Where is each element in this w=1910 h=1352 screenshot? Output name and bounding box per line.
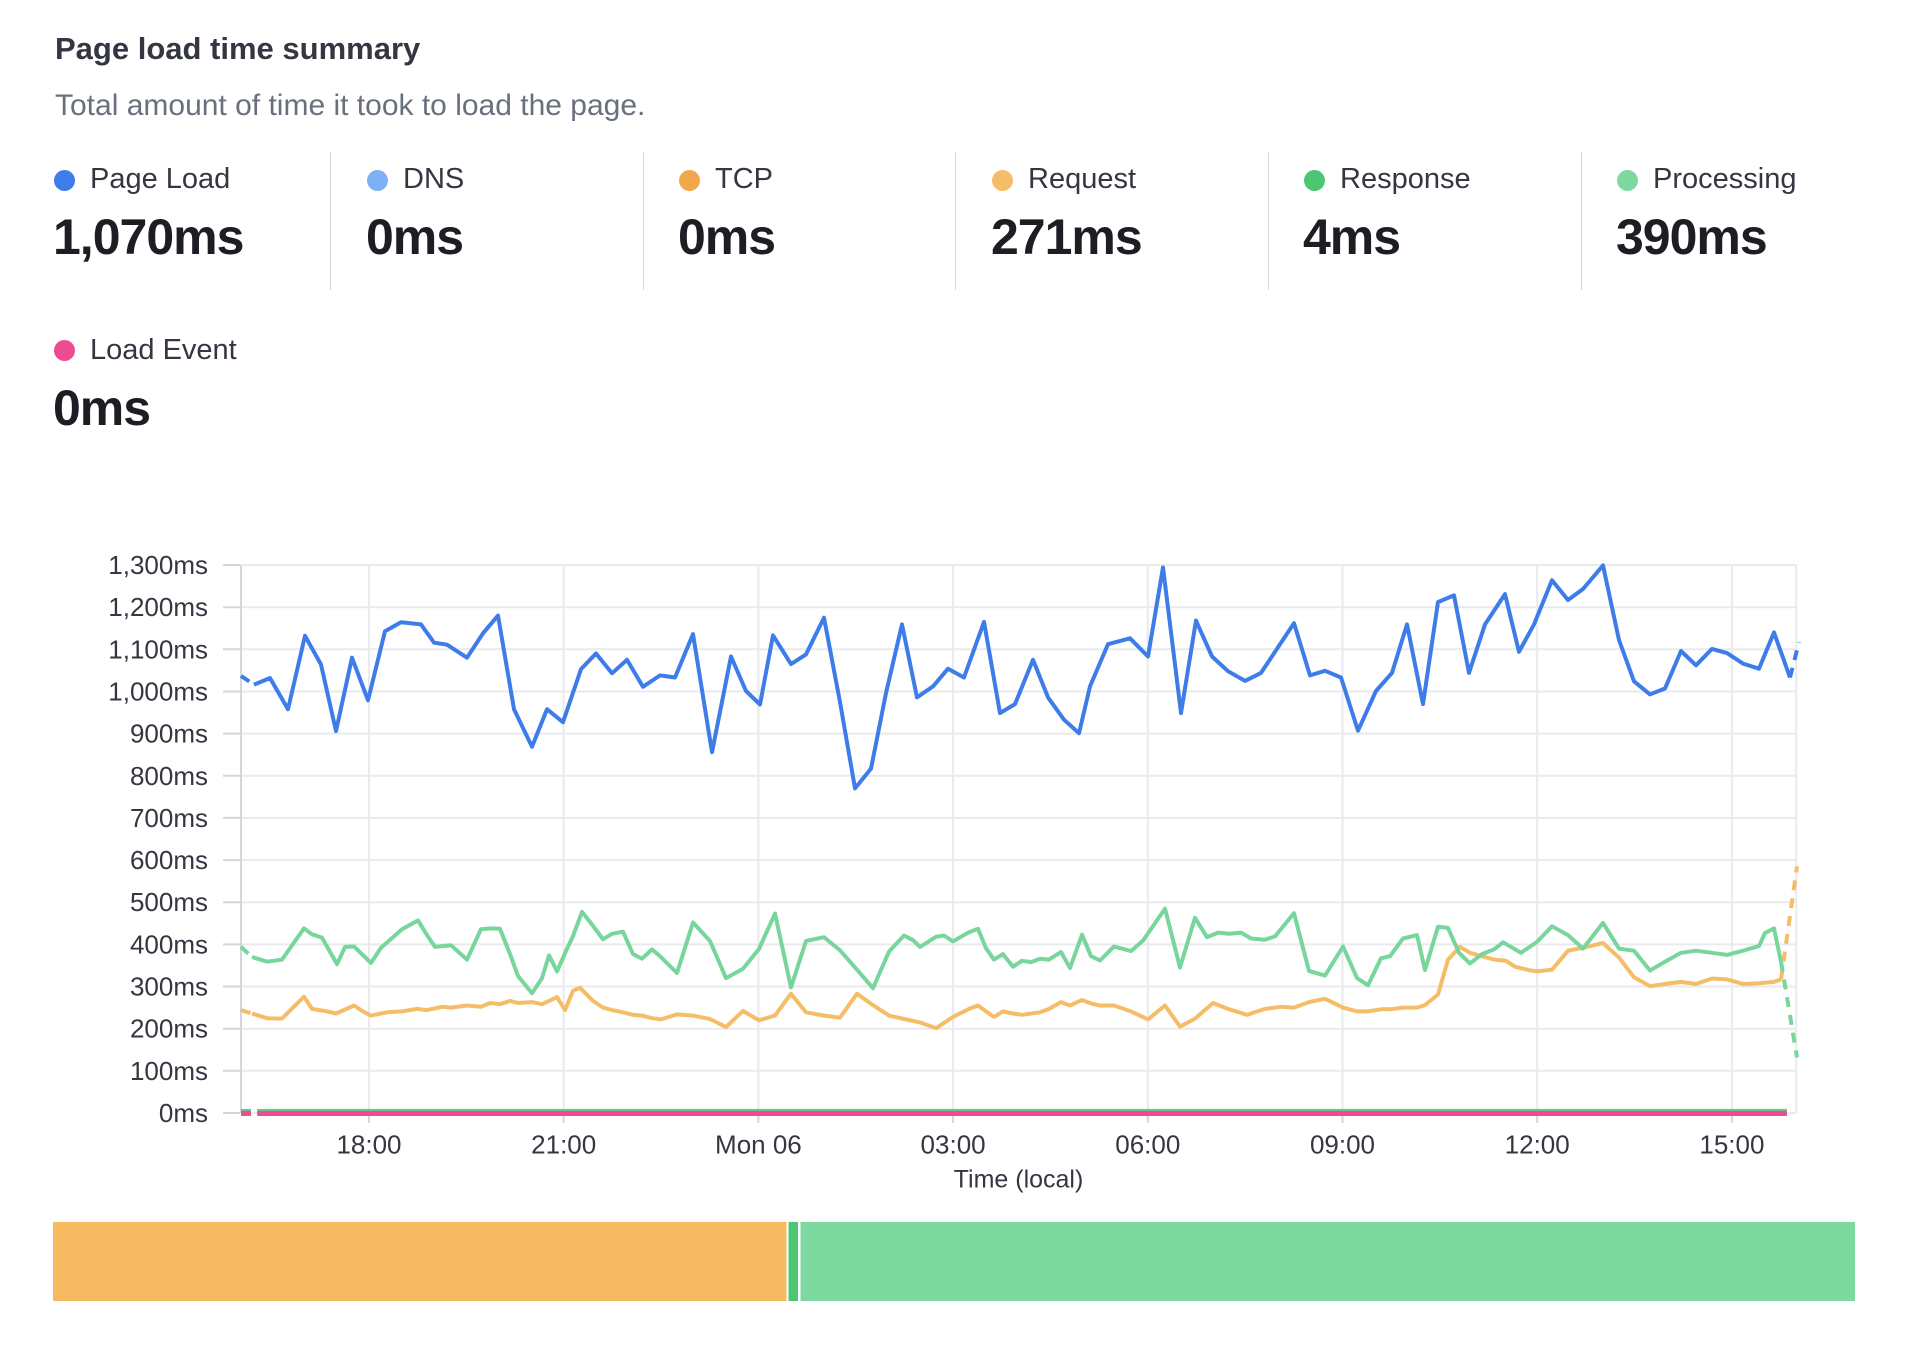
svg-text:1,100ms: 1,100ms — [108, 634, 208, 664]
svg-text:06:00: 06:00 — [1115, 1130, 1180, 1160]
svg-text:03:00: 03:00 — [921, 1130, 986, 1160]
svg-text:Time (local): Time (local) — [954, 1166, 1084, 1194]
svg-text:900ms: 900ms — [130, 719, 208, 749]
svg-text:15:00: 15:00 — [1699, 1130, 1764, 1160]
svg-text:09:00: 09:00 — [1310, 1130, 1375, 1160]
svg-text:1,200ms: 1,200ms — [108, 592, 208, 622]
svg-text:Mon 06: Mon 06 — [715, 1130, 802, 1160]
svg-text:100ms: 100ms — [130, 1056, 208, 1086]
svg-text:400ms: 400ms — [130, 929, 208, 959]
svg-text:0ms: 0ms — [159, 1098, 208, 1128]
svg-text:12:00: 12:00 — [1505, 1130, 1570, 1160]
svg-text:500ms: 500ms — [130, 887, 208, 917]
svg-text:800ms: 800ms — [130, 761, 208, 791]
svg-text:1,000ms: 1,000ms — [108, 677, 208, 707]
svg-text:18:00: 18:00 — [336, 1130, 401, 1160]
svg-text:200ms: 200ms — [130, 1014, 208, 1044]
svg-text:600ms: 600ms — [130, 845, 208, 875]
svg-text:300ms: 300ms — [130, 972, 208, 1002]
svg-text:1,300ms: 1,300ms — [108, 550, 208, 580]
svg-text:21:00: 21:00 — [531, 1130, 596, 1160]
svg-text:700ms: 700ms — [130, 803, 208, 833]
